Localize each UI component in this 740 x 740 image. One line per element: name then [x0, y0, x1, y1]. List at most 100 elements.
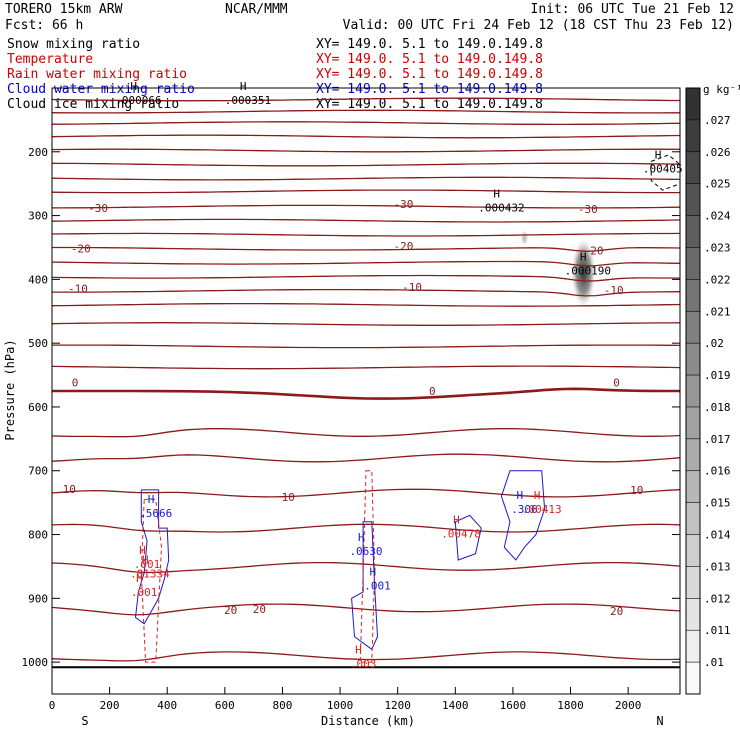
field-xy-snow: XY= 149.0. 5.1 to 149.0.149.8 [316, 37, 543, 52]
temperature-label-7: -10 [402, 281, 422, 294]
maximum-marker-0: H [130, 80, 137, 93]
colorbar-box-11 [686, 311, 700, 344]
isotherm-23 [51, 523, 681, 533]
colorbar: .01 .011 .012 .013 .014 .015 .016 .017 .018 .019.… [685, 87, 731, 695]
cloud-water-contour-a [134, 489, 170, 625]
maximum-marker-1: H [240, 80, 247, 93]
colorbar-label-16: .026 [704, 146, 731, 159]
temperature-label-15: 20 [224, 604, 237, 617]
x-tick-label-8: 1600 [500, 699, 527, 712]
colorbar-box-12 [686, 279, 700, 312]
maximum-label-8: .306 [511, 503, 538, 516]
field-xy-temperature: XY= 149.0. 5.1 to 149.0.149.8 [316, 52, 543, 67]
isotherm-17 [52, 344, 681, 349]
header-center: NCAR/MMM [225, 2, 288, 17]
x-axis-title: Distance (km) [321, 714, 415, 728]
colorbar-box-7 [686, 438, 700, 471]
field-name-cloud-water: Cloud water mixing ratio [7, 82, 195, 97]
x-end-label-right: N [656, 714, 663, 728]
x-tick-label-0: 0 [49, 699, 56, 712]
y-tick-label-6: 800 [28, 529, 48, 542]
temperature-label-13: 10 [282, 491, 295, 504]
colorbar-label-1: .011 [704, 624, 731, 637]
maximum-marker-2: H [493, 187, 500, 200]
y-tick-label-1: 300 [28, 210, 48, 223]
colorbar-box-5 [686, 502, 700, 535]
temperature-label-8: -10 [604, 284, 624, 297]
colorbar-box-6 [686, 470, 700, 503]
maximum-marker-5: H [148, 493, 155, 506]
isotherm-25 [51, 603, 681, 616]
isotherm-0 [51, 97, 680, 102]
maximum-marker-7: H [370, 566, 377, 579]
colorbar-label-10: .02 [704, 337, 724, 350]
maximum-marker-9: H [139, 544, 146, 557]
hydrometeor-contours [134, 154, 681, 663]
colorbar-label-14: .024 [704, 210, 731, 223]
maximum-label-13: .00478 [441, 527, 481, 540]
colorbar-box-9 [686, 375, 700, 407]
snow-shade-max [571, 238, 596, 307]
colorbar-label-17: .027 [704, 114, 731, 127]
maximum-label-14: .00413 [522, 503, 562, 516]
colorbar-box-8 [686, 406, 700, 439]
maximum-marker-12: H [355, 643, 362, 656]
field-xy-cloud-water: XY= 149.0. 5.1 to 149.0.149.8 [316, 82, 543, 97]
colorbar-label-15: .025 [704, 178, 731, 191]
colorbar-label-5: .015 [704, 497, 731, 510]
x-tick-label-3: 600 [215, 699, 235, 712]
colorbar-box-0 [686, 662, 700, 694]
y-tick-label-3: 500 [28, 337, 48, 350]
maximum-marker-14: H [534, 489, 541, 502]
y-tick-label-7: 900 [28, 592, 48, 605]
field-xy-cloud-ice: XY= 149.0. 5.1 to 149.0.149.8 [316, 97, 543, 112]
colorbar-box-3 [686, 566, 700, 599]
isotherm-7 [51, 189, 680, 194]
colorbar-box-10 [686, 343, 700, 376]
snow-shading-layer [520, 229, 596, 307]
isotherm-1 [51, 109, 680, 114]
temperature-label-12: 10 [63, 483, 76, 496]
colorbar-label-6: .016 [704, 465, 731, 478]
y-tick-label-4: 600 [28, 401, 48, 414]
cloud-water-contour-c [454, 514, 482, 561]
cloud-water-contour-d [500, 470, 546, 561]
maximum-marker-10: H [142, 553, 149, 566]
maximum-label-1: .000351 [225, 94, 271, 107]
temperature-label-9: 0 [72, 377, 79, 390]
colorbar-label-2: .012 [704, 592, 731, 605]
plot-frame [51, 87, 681, 695]
colorbar-label-13: .023 [704, 241, 731, 254]
colorbar-label-0: .01 [704, 656, 724, 669]
maximum-label-7: .001 [364, 580, 391, 593]
colorbar-label-12: .022 [704, 273, 731, 286]
maximum-label-6: .0630 [349, 545, 382, 558]
contour-labels: -30 -30 -30 -20 -20 -20 -10 -10 -10 0 0 0 10 10 10 20 20… [63, 80, 683, 670]
isotherm-16 [51, 322, 681, 326]
colorbar-box-18 [686, 88, 700, 120]
rain-contour-a [140, 498, 163, 663]
temperature-label-5: -20 [584, 245, 604, 258]
colorbar-unit: g kg⁻¹ [703, 83, 740, 96]
field-name-snow: Snow mixing ratio [7, 37, 140, 52]
isotherm-6 [51, 176, 681, 181]
colorbar-box-16 [686, 151, 700, 184]
x-end-label-left: S [81, 714, 88, 728]
maximum-label-4: .000190 [565, 264, 611, 277]
isotherm-11 [52, 246, 681, 252]
y-tick-label-8: 1000 [22, 656, 49, 669]
maximum-marker-13: H [453, 513, 460, 526]
colorbar-box-14 [686, 215, 700, 248]
temperature-label-6: -10 [68, 282, 88, 295]
colorbar-label-9: .019 [704, 369, 731, 382]
isotherm-3 [51, 134, 681, 139]
maximum-marker-8: H [516, 489, 523, 502]
colorbar-box-13 [686, 247, 700, 280]
temperature-label-2: -30 [578, 203, 598, 216]
isotherm-14 [52, 288, 681, 297]
isotherm-21 [51, 453, 681, 463]
maximum-label-11: .001 [131, 586, 158, 599]
isotherm-10 [51, 232, 681, 237]
